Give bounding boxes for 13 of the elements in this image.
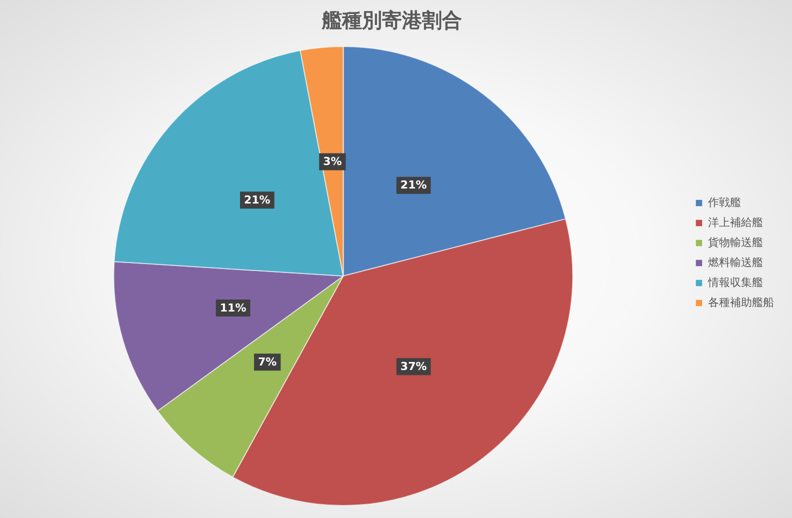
legend-label: 作戦艦: [707, 196, 741, 209]
data-label: 7%: [258, 355, 277, 368]
legend-label: 各種補助艦船: [708, 296, 774, 309]
data-label: 21%: [244, 193, 270, 206]
data-label: 37%: [400, 360, 427, 374]
legend-label: 貨物輸送艦: [708, 236, 763, 249]
data-label: 11%: [220, 301, 246, 314]
data-label: 3%: [323, 155, 342, 168]
chart-title: 艦種別寄港割合: [321, 8, 462, 32]
legend-label: 燃料輸送艦: [708, 256, 763, 269]
legend-label: 情報収集艦: [707, 276, 763, 289]
legend-label: 洋上補給艦: [708, 216, 763, 229]
data-label: 21%: [400, 178, 427, 192]
